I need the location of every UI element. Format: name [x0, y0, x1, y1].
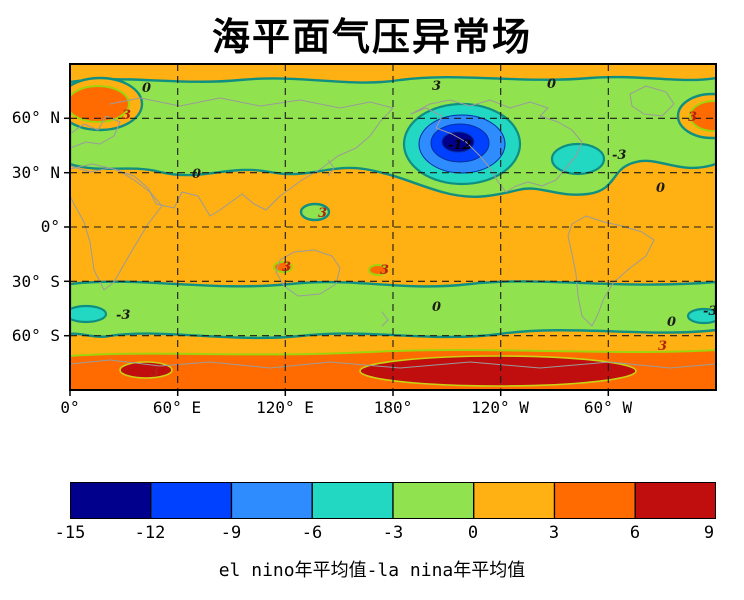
coastline-new-zealand — [381, 311, 389, 327]
coastlines — [70, 85, 716, 369]
contour-labels: 0 3 0 3 -3 0 0 3 3 3 0 -3 0 -3 3 3 -12 3 — [116, 77, 717, 380]
x-axis-label-0: 0° — [60, 398, 80, 417]
x-axis-label-120e: 120° E — [256, 398, 314, 417]
axis-ticks — [64, 117, 610, 396]
colorbar-tick-neg12: -12 — [134, 523, 166, 543]
contour-region-topright-3-6 — [689, 100, 716, 132]
contour-region-spot-3-6 — [368, 264, 388, 276]
contour-label: 3 — [658, 339, 667, 354]
contour-label: 0 — [667, 315, 676, 330]
colorbar-tick-6: 6 — [629, 523, 641, 543]
y-axis-label-0: 0° — [40, 217, 60, 236]
contour-label: -12 — [448, 138, 472, 153]
y-axis-label-60n: 60° N — [11, 108, 60, 127]
colorbar-tick-0: 0 — [467, 523, 479, 543]
coastline-europe — [70, 115, 121, 149]
x-axis-label-120w: 120° W — [471, 398, 529, 417]
colorbar-segment-3-6 — [553, 482, 636, 519]
contour-label: -3 — [612, 148, 626, 163]
contour-label: 0 — [192, 167, 201, 182]
contour-label: 0 — [656, 181, 665, 196]
colorbar-segment-neg12-neg9 — [150, 482, 233, 519]
y-axis-label-30s: 30° S — [11, 272, 60, 291]
map-canvas: 0 3 0 3 -3 0 0 3 3 3 0 -3 0 -3 3 3 -12 3 — [70, 64, 717, 390]
colorbar-segment-neg9-neg6 — [230, 482, 313, 519]
contour-label: 0 — [432, 300, 441, 315]
colorbar-tick-neg9: -9 — [220, 523, 242, 543]
contour-region-neg15-neg12 — [441, 131, 475, 153]
y-axis-label-30n: 30° N — [11, 163, 60, 182]
coastline-japan — [327, 159, 335, 177]
colorbar-tick-9: 9 — [703, 523, 715, 543]
coastline-north-america — [410, 99, 583, 193]
x-axis-label-60w: 60° W — [583, 398, 633, 417]
coastline-australia — [275, 249, 341, 297]
contour-region-antarctic-6-9 — [359, 355, 637, 387]
contour-label: 3 — [122, 108, 131, 123]
map-plot: 0 3 0 3 -3 0 0 3 3 3 0 -3 0 -3 3 3 -12 3 — [64, 63, 717, 396]
coastline-eurasia — [70, 97, 394, 217]
contour-label: 3 — [282, 260, 291, 275]
contour-label: 0 — [142, 81, 151, 96]
coastline-antarctica — [70, 359, 716, 369]
contour-label: 0 — [547, 77, 556, 92]
colorbar — [70, 482, 716, 519]
contour-label: -3 — [703, 304, 717, 319]
colorbar-segment-6-9 — [634, 482, 716, 519]
contour-label: 3 — [380, 263, 389, 278]
colorbar-segment-neg3-0 — [392, 482, 475, 519]
colorbar-caption: el nino年平均值-la nina年平均值 — [218, 560, 526, 581]
coastline-greenland — [629, 85, 675, 117]
contour-region-maritime-neg3-0 — [299, 202, 331, 222]
colorbar-tick-neg3: -3 — [382, 523, 404, 543]
contour-region-namerica-neg6-neg3 — [550, 142, 606, 176]
coastline-south-america — [567, 215, 655, 327]
colorbar-tick-neg6: -6 — [301, 523, 323, 543]
y-axis-label-60s: 60° S — [11, 326, 60, 345]
contour-label: 3 — [432, 79, 441, 94]
contour-region-greenland-3-6 — [70, 85, 130, 123]
colorbar-segment-0-3 — [473, 482, 556, 519]
contour-region-southern-neg6-neg3 — [686, 307, 716, 325]
coastline-africa — [70, 163, 163, 291]
colorbar-segment-neg6-neg3 — [311, 482, 394, 519]
x-axis-label-180: 180° — [373, 398, 413, 417]
grid-lines — [70, 64, 716, 390]
colorbar-tick-neg15: -15 — [54, 523, 86, 543]
contour-label: -3 — [116, 308, 130, 323]
contour-label: 3 — [318, 206, 327, 221]
colorbar-segment-neg15-neg12 — [70, 482, 152, 519]
contour-region-southern-neg6-neg3 — [70, 304, 108, 324]
contour-label: 3 — [150, 365, 159, 380]
x-axis-label-60e: 60° E — [152, 398, 202, 417]
contour-label: 3 — [688, 110, 697, 125]
colorbar-tick-3: 3 — [548, 523, 560, 543]
chart-title: 海平面气压异常场 — [211, 15, 532, 59]
